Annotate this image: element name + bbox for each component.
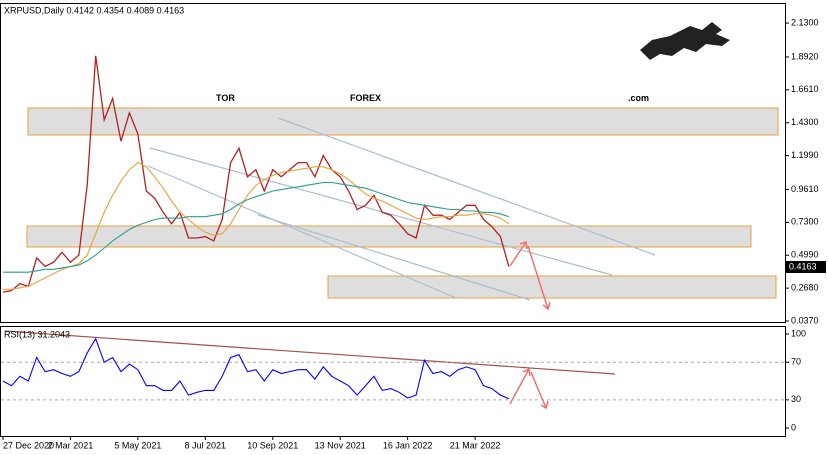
arrowhead	[540, 400, 549, 410]
arrowhead	[522, 367, 531, 377]
rsi-trend-line	[4, 330, 616, 375]
watermark-com: .com	[628, 93, 649, 103]
bull-icon	[640, 22, 730, 60]
x-tick-label: 21 Mar 2022	[450, 440, 501, 450]
y-tick-label: 0.7300	[791, 217, 819, 227]
watermark: TOR FOREX .com	[216, 22, 730, 103]
watermark-forex: FOREX	[350, 93, 381, 103]
last-price-box	[786, 261, 826, 274]
y-tick-label: 0.4990	[791, 250, 819, 260]
y-tick-label: 2.1300	[791, 17, 819, 27]
x-tick-label: 5 May 2021	[114, 440, 161, 450]
trend-line	[257, 214, 531, 301]
y-tick-label: 0.0370	[791, 315, 819, 325]
y-tick-label: 30	[791, 394, 801, 404]
series-line	[3, 181, 509, 273]
arrow	[509, 368, 530, 405]
x-tick-label: 27 Dec 2020	[3, 440, 54, 450]
arrowhead	[542, 301, 551, 311]
price-title: XRPUSD,Daily 0.4142 0.4354 0.4089 0.4163	[4, 5, 184, 15]
rsi-frame	[0, 326, 786, 437]
x-tick-label: 2 Mar 2021	[48, 440, 94, 450]
x-tick-label: 10 Sep 2021	[247, 440, 298, 450]
arrowhead	[519, 241, 528, 250]
support-zone	[26, 225, 752, 248]
y-tick-label: 1.4300	[791, 117, 819, 127]
arrow	[530, 371, 547, 409]
y-tick-label: 0.9610	[791, 184, 819, 194]
forecast-arrows	[509, 241, 551, 410]
trend-line	[149, 147, 613, 276]
y-tick-label: 100	[791, 328, 806, 338]
y-tick-label: 0.2680	[791, 282, 819, 292]
resistance-zone	[27, 107, 779, 136]
x-tick-label: 16 Jan 2022	[383, 440, 433, 450]
price-frame	[0, 3, 786, 323]
target-zone	[327, 275, 777, 299]
trend-line	[147, 165, 457, 299]
arrow	[509, 241, 527, 267]
x-tick-label: 8 Jul 2021	[185, 440, 227, 450]
trend-line	[277, 117, 656, 256]
watermark-tor: TOR	[216, 93, 235, 103]
y-tick-label: 0	[791, 422, 796, 432]
x-tick-label: 13 Nov 2021	[315, 440, 366, 450]
y-tick-label: 1.1990	[791, 150, 819, 160]
trend-lines	[147, 117, 656, 301]
y-tick-label: 70	[791, 357, 801, 367]
series-line	[2, 337, 510, 400]
series-line	[3, 161, 510, 290]
arrow	[527, 245, 549, 310]
y-tick-label: 1.8920	[791, 51, 819, 61]
y-tick-label: 1.6610	[791, 84, 819, 94]
rsi-title: RSI(13) 31.2043	[4, 329, 70, 339]
last-price-label: 0.4163	[789, 261, 817, 271]
